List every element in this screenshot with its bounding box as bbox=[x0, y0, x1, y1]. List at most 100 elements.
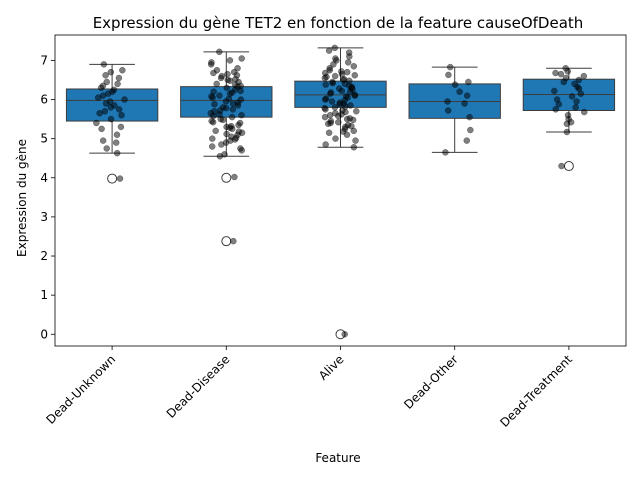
box-group-alive bbox=[294, 44, 387, 340]
data-point bbox=[99, 137, 107, 144]
data-point bbox=[113, 131, 121, 139]
y-tick-label: 7 bbox=[40, 53, 48, 67]
y-tick-label: 6 bbox=[40, 93, 48, 107]
data-point bbox=[230, 237, 237, 245]
data-point bbox=[100, 61, 108, 68]
data-point bbox=[115, 74, 123, 82]
data-point bbox=[329, 79, 336, 87]
y-tick-label: 2 bbox=[40, 249, 48, 263]
data-point bbox=[322, 141, 329, 148]
data-point bbox=[557, 70, 565, 78]
data-point bbox=[114, 80, 121, 88]
data-point bbox=[340, 75, 348, 83]
data-point bbox=[350, 63, 358, 70]
x-tick-label: Dead-Other bbox=[401, 352, 461, 412]
data-point bbox=[228, 89, 236, 96]
data-point bbox=[353, 108, 360, 115]
outlier-marker bbox=[221, 236, 232, 247]
data-point bbox=[222, 104, 230, 112]
data-point bbox=[342, 93, 350, 100]
data-point bbox=[216, 153, 224, 160]
data-point bbox=[322, 81, 329, 88]
data-point bbox=[577, 90, 585, 97]
y-axis-label: Expression du gène bbox=[15, 139, 29, 257]
data-point bbox=[218, 141, 225, 148]
data-point bbox=[338, 87, 346, 95]
data-point bbox=[213, 80, 220, 88]
data-point bbox=[346, 53, 353, 60]
data-point bbox=[331, 72, 339, 80]
y-tick-label: 3 bbox=[40, 210, 48, 224]
box-group-dead-unknown bbox=[65, 61, 159, 184]
data-point bbox=[350, 144, 358, 151]
data-point bbox=[580, 72, 588, 80]
outlier-marker bbox=[563, 161, 574, 172]
outlier-marker bbox=[107, 173, 118, 184]
data-point bbox=[231, 173, 238, 181]
data-point bbox=[552, 69, 559, 77]
data-point bbox=[551, 87, 558, 95]
data-point bbox=[94, 94, 102, 101]
data-point bbox=[560, 78, 568, 86]
x-axis-label: Feature bbox=[315, 451, 360, 465]
data-point bbox=[351, 91, 359, 99]
x-tick-label: Dead-Treatment bbox=[497, 352, 575, 430]
box-group-dead-treatment bbox=[522, 65, 616, 172]
data-point bbox=[238, 55, 245, 62]
data-point bbox=[212, 127, 219, 135]
data-point bbox=[207, 61, 215, 68]
data-point bbox=[238, 111, 245, 119]
data-point bbox=[568, 93, 576, 100]
data-point bbox=[351, 72, 359, 79]
y-tick-label: 4 bbox=[40, 171, 48, 185]
data-point bbox=[217, 74, 225, 82]
box-group-dead-other bbox=[408, 63, 501, 156]
data-point bbox=[466, 113, 473, 121]
y-tick-label: 5 bbox=[40, 132, 48, 146]
data-point bbox=[238, 147, 245, 154]
data-point bbox=[223, 84, 230, 92]
data-point bbox=[563, 128, 571, 136]
data-point bbox=[228, 113, 236, 121]
data-point bbox=[338, 68, 345, 75]
data-point bbox=[226, 57, 234, 64]
data-point bbox=[563, 120, 571, 128]
data-point bbox=[107, 115, 115, 123]
data-point bbox=[209, 118, 217, 126]
data-point bbox=[331, 44, 339, 52]
data-point bbox=[235, 121, 242, 129]
data-point bbox=[572, 104, 579, 111]
data-point bbox=[445, 71, 452, 79]
data-point bbox=[102, 100, 110, 107]
data-point bbox=[97, 84, 105, 92]
x-tick-label: Alive bbox=[316, 352, 347, 383]
data-point bbox=[558, 162, 565, 170]
data-point bbox=[216, 111, 223, 118]
data-point bbox=[210, 112, 217, 120]
x-tick-label: Dead-Unknown bbox=[44, 352, 119, 427]
data-point bbox=[98, 125, 105, 133]
data-point bbox=[93, 119, 100, 127]
data-point bbox=[327, 89, 335, 96]
data-point bbox=[463, 92, 471, 99]
data-point bbox=[229, 106, 237, 113]
data-point bbox=[352, 137, 359, 144]
data-point bbox=[225, 95, 233, 103]
data-point bbox=[564, 68, 572, 75]
chart-title: Expression du gène TET2 en fonction de l… bbox=[93, 14, 584, 32]
data-point bbox=[451, 81, 459, 88]
data-point bbox=[232, 134, 240, 142]
data-point bbox=[232, 75, 239, 83]
data-point bbox=[219, 116, 227, 124]
data-point bbox=[321, 69, 329, 77]
data-point bbox=[456, 88, 463, 95]
data-point bbox=[226, 77, 234, 85]
data-point bbox=[107, 68, 115, 76]
data-point bbox=[325, 129, 333, 137]
data-point bbox=[552, 106, 559, 113]
data-point bbox=[444, 107, 452, 114]
y-tick-label: 1 bbox=[40, 288, 48, 302]
data-point bbox=[444, 98, 451, 105]
data-point bbox=[216, 92, 223, 99]
data-point bbox=[116, 175, 124, 182]
